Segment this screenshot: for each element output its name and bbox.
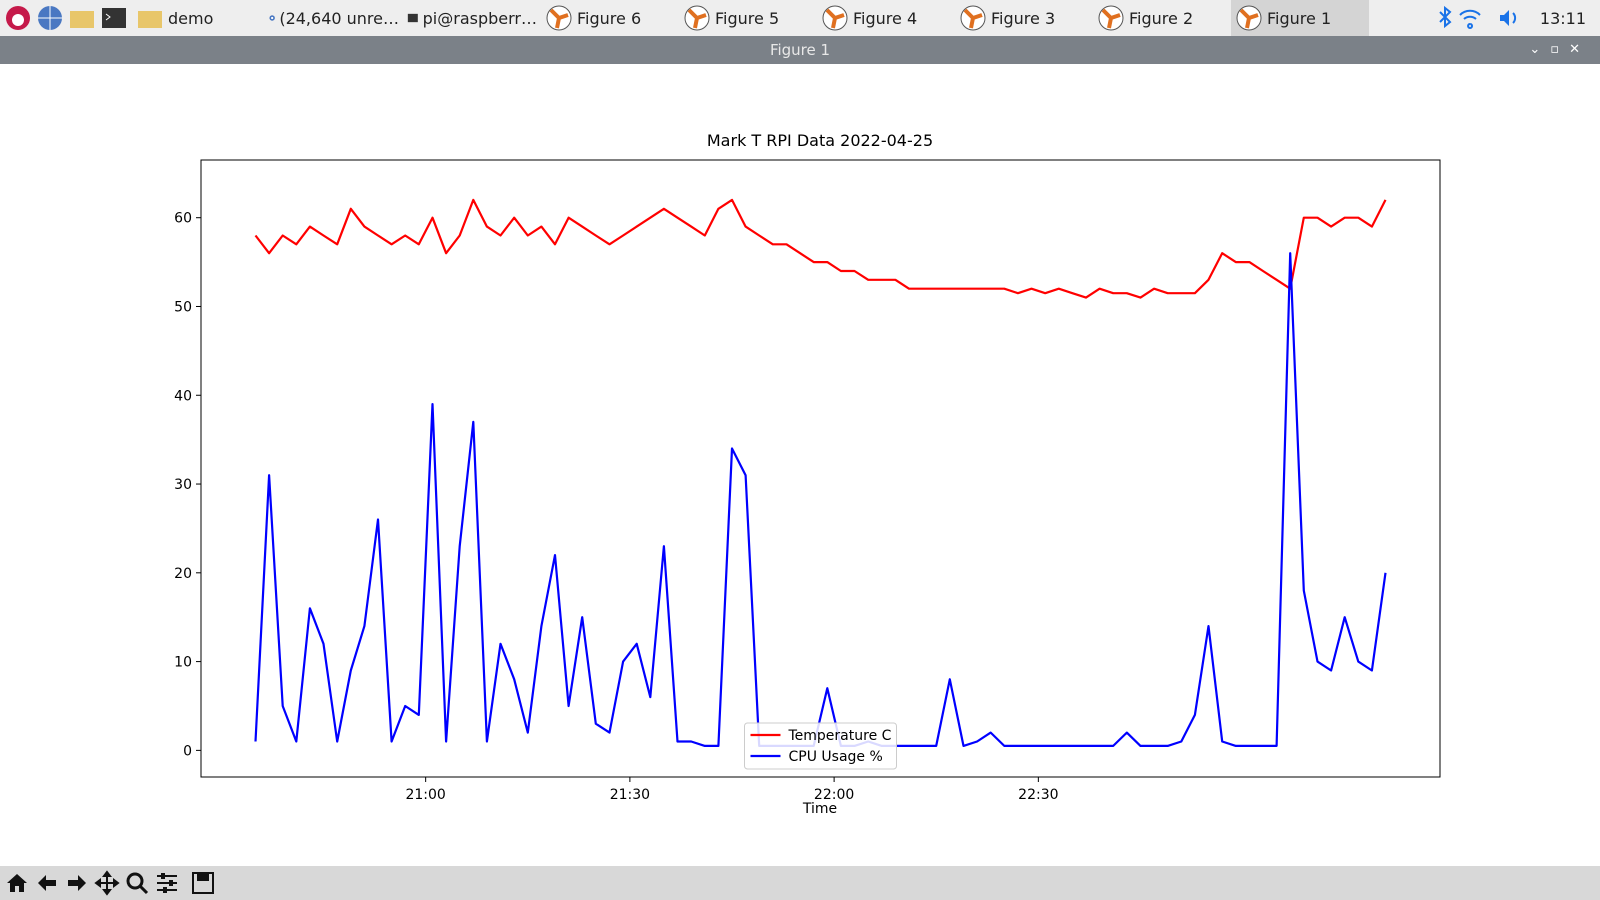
task-label: Figure 6 <box>577 8 642 28</box>
pan-button[interactable] <box>94 870 120 896</box>
task-button[interactable]: Figure 3 <box>955 0 1093 36</box>
x-tick-label: 22:30 <box>1018 787 1058 803</box>
tray-icons[interactable] <box>1432 4 1532 32</box>
task-button[interactable]: Figure 1 <box>1231 0 1369 36</box>
task-button[interactable]: (24,640 unre… <box>265 0 403 36</box>
chart: Mark T RPI Data 2022-04-25 Time 0 10 20 30 4… <box>174 131 1441 817</box>
legend-label: Temperature C <box>788 728 892 744</box>
task-label: demo <box>168 8 214 28</box>
taskbar: demo (24,640 unre… pi@raspberr… Figure 6… <box>0 0 1600 36</box>
task-button[interactable]: Figure 2 <box>1093 0 1231 36</box>
x-tick-label: 22:00 <box>814 787 854 803</box>
task-label: Figure 4 <box>853 8 918 28</box>
legend: Temperature C CPU Usage % <box>744 722 897 770</box>
legend-label: CPU Usage % <box>789 749 883 765</box>
browser-task-icon <box>269 15 275 21</box>
browser-icon[interactable] <box>36 4 64 32</box>
configure-button[interactable] <box>154 870 180 896</box>
folder-icon <box>138 11 162 28</box>
figure-icon <box>684 5 710 31</box>
x-axis-label: Time <box>802 801 837 817</box>
save-button[interactable] <box>190 870 216 896</box>
task-label: pi@raspberr… <box>422 8 537 28</box>
data-line <box>254 252 1387 747</box>
x-tick-label: 21:30 <box>610 787 650 803</box>
y-tick-label: 10 <box>174 655 192 671</box>
terminal-icon[interactable] <box>100 4 128 32</box>
figure-icon <box>546 5 572 31</box>
home-button[interactable] <box>4 870 30 896</box>
y-tick-label: 30 <box>174 477 192 493</box>
data-line <box>254 198 1387 299</box>
y-tick-label: 40 <box>174 388 192 404</box>
back-button[interactable] <box>34 870 60 896</box>
y-tick-label: 50 <box>174 299 192 315</box>
task-label: (24,640 unre… <box>279 8 399 28</box>
figure-icon <box>1236 5 1262 31</box>
task-button[interactable]: Figure 4 <box>817 0 955 36</box>
figure-icon <box>822 5 848 31</box>
legend-box <box>744 722 897 770</box>
window-titlebar: Figure 1 ⌄▫✕ <box>0 36 1600 64</box>
task-label: Figure 5 <box>715 8 780 28</box>
toolbar <box>0 866 1600 900</box>
task-button[interactable]: demo <box>132 0 265 36</box>
files-icon[interactable] <box>68 4 96 32</box>
launchers <box>0 0 132 36</box>
figure-icon <box>960 5 986 31</box>
zoom-button[interactable] <box>124 870 150 896</box>
y-tick-label: 20 <box>174 566 192 582</box>
x-tick-label: 21:00 <box>405 787 445 803</box>
plot-frame <box>200 159 1441 778</box>
window-title: Figure 1 <box>769 41 831 59</box>
window-buttons[interactable]: ⌄▫✕ <box>1529 42 1590 57</box>
task-label: Figure 2 <box>1129 8 1194 28</box>
chart-title: Mark T RPI Data 2022-04-25 <box>707 131 933 150</box>
menu-icon[interactable] <box>4 4 32 32</box>
figure-icon <box>1098 5 1124 31</box>
task-button[interactable]: Figure 6 <box>541 0 679 36</box>
forward-button[interactable] <box>64 870 90 896</box>
figure-tasks: Figure 6 Figure 5 Figure 4 Figure 3 Figure 2… <box>541 0 1369 36</box>
task-button[interactable]: Figure 5 <box>679 0 817 36</box>
task-label: Figure 3 <box>991 8 1056 28</box>
y-tick-label: 60 <box>174 211 192 227</box>
terminal-task-icon <box>407 13 418 23</box>
task-label: Figure 1 <box>1267 8 1332 28</box>
y-tick-label: 0 <box>183 743 192 759</box>
clock: 13:11 <box>1539 8 1586 28</box>
task-button[interactable]: pi@raspberr… <box>403 0 541 36</box>
